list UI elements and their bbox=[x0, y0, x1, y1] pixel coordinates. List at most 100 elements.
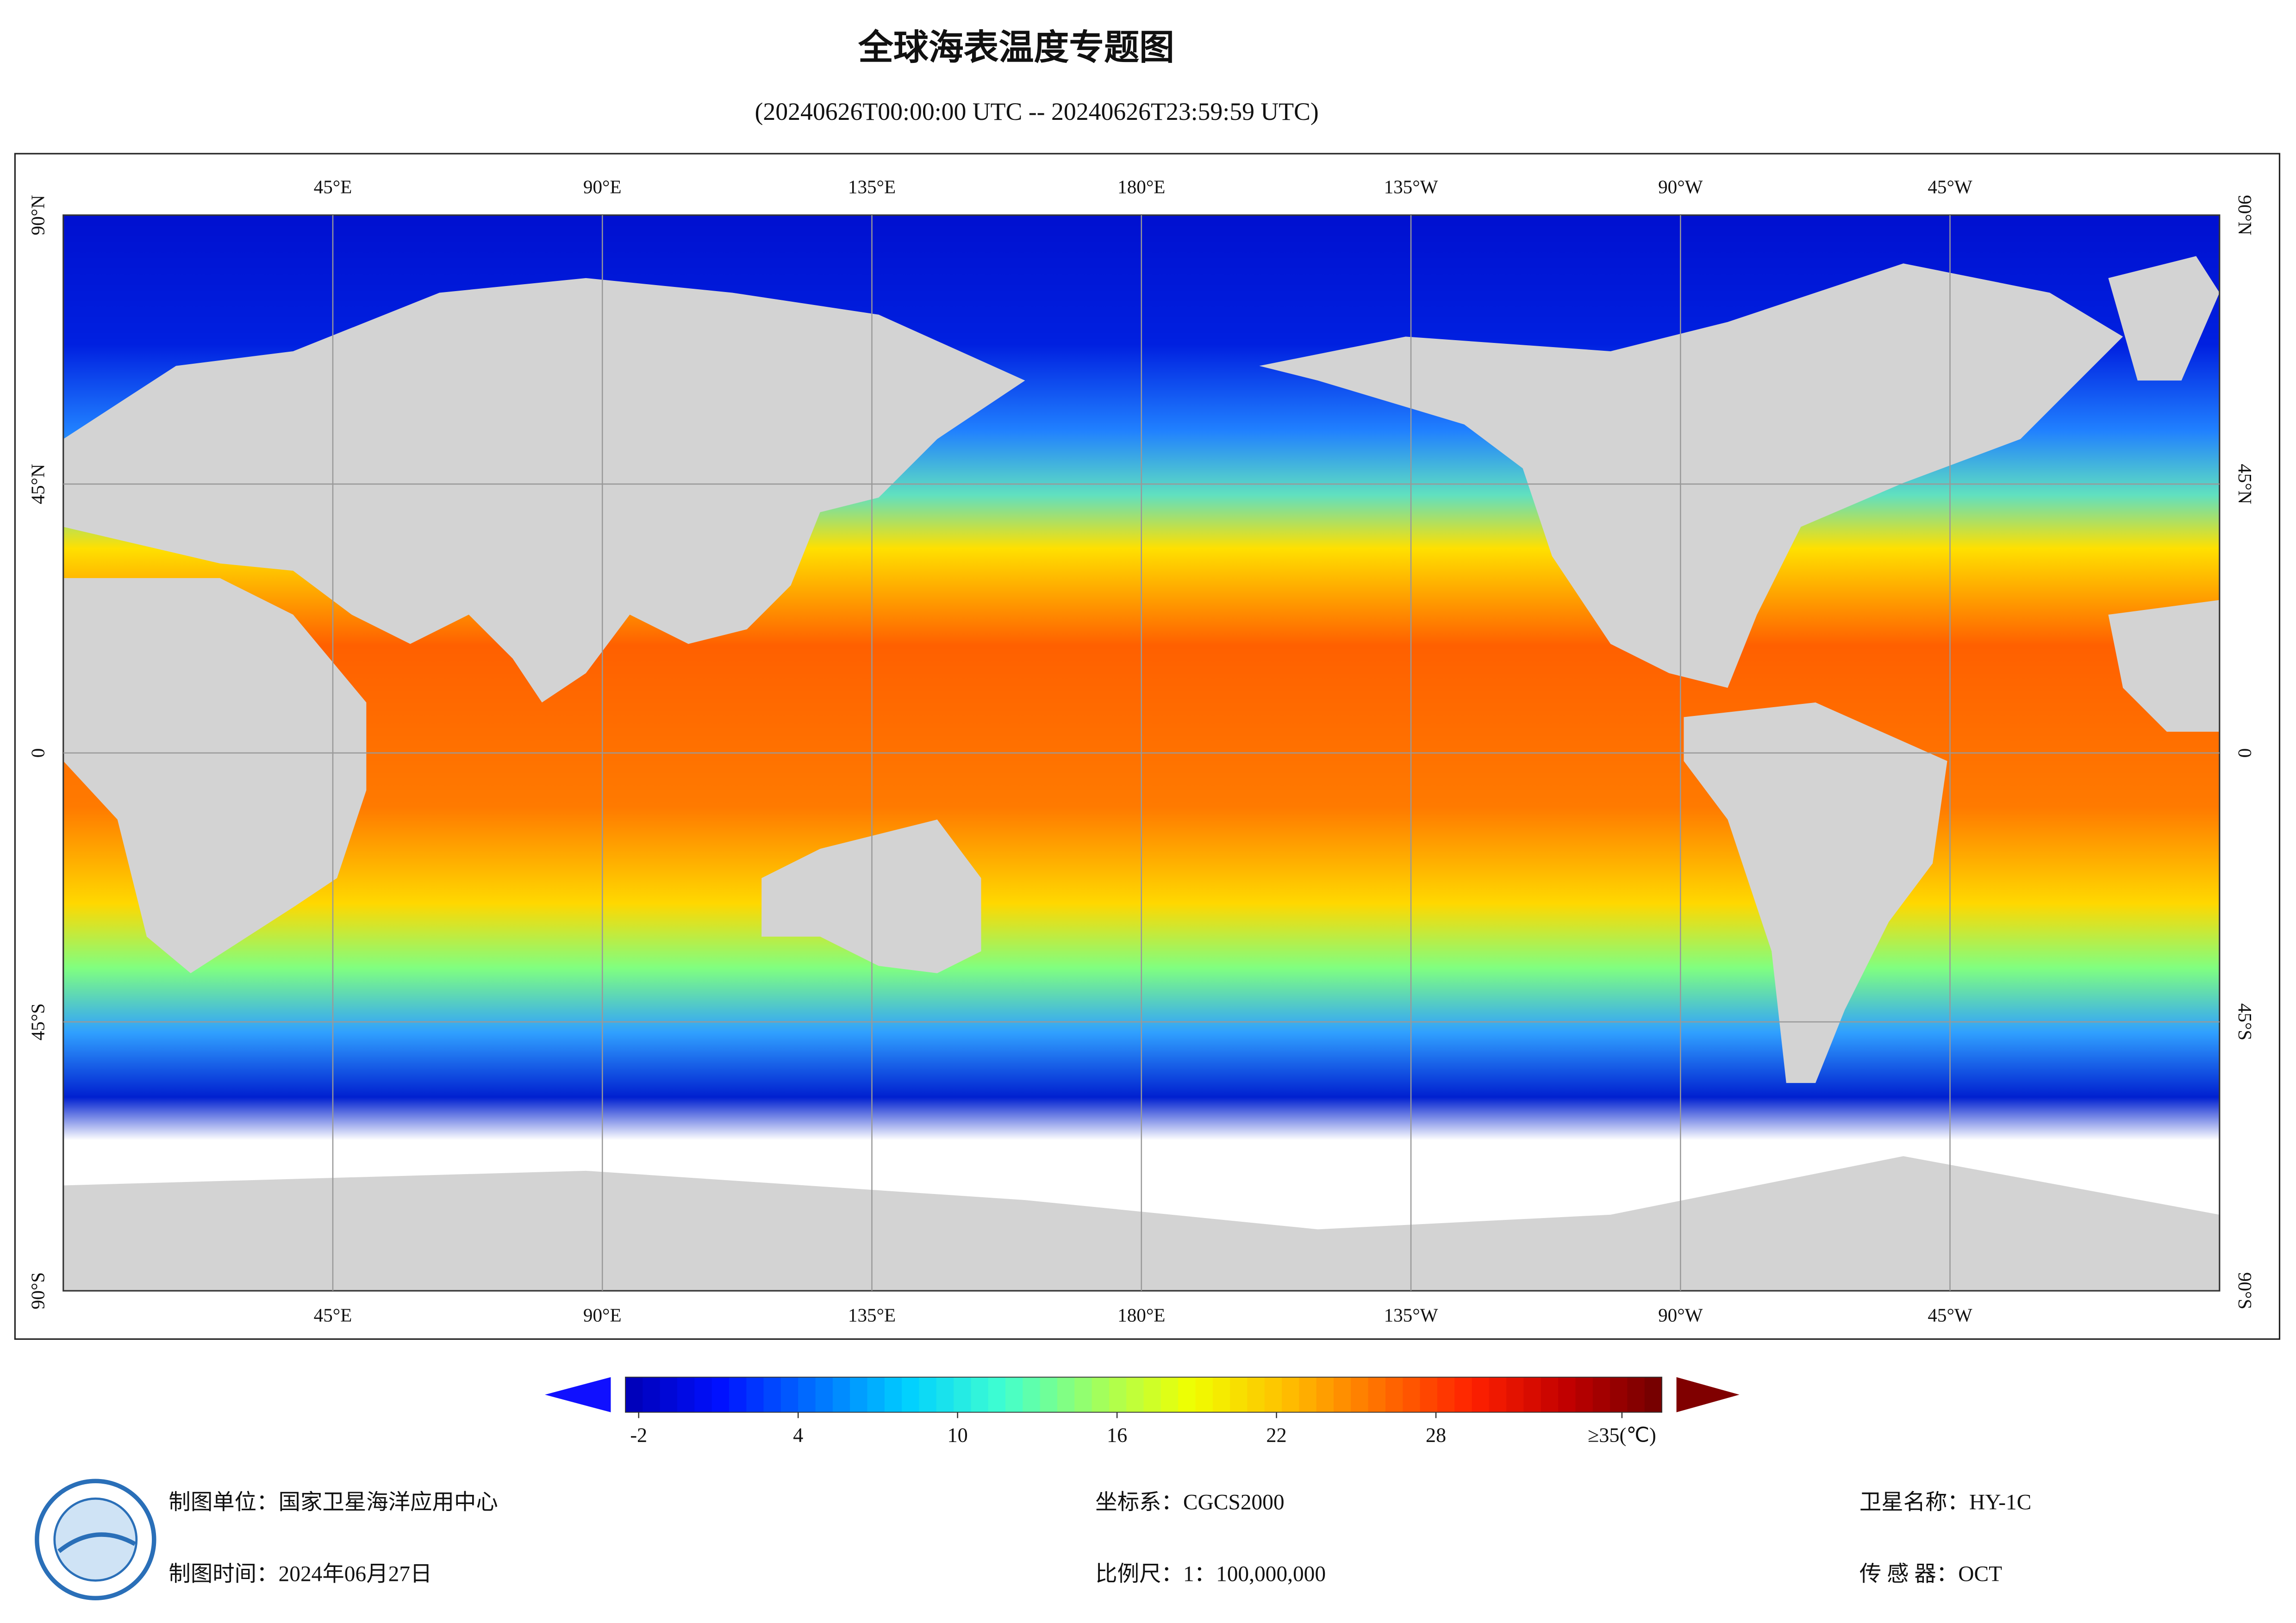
x-tick-label: 135°W bbox=[1384, 176, 1438, 197]
y-tick-label: 45°S bbox=[2234, 1003, 2256, 1040]
y-tick-label: 0 bbox=[2234, 748, 2256, 758]
footer-item: 比例尺：1：100,000,000 bbox=[1095, 1562, 1326, 1586]
y-tick-label: 0 bbox=[27, 748, 49, 758]
colorbar-segment bbox=[1023, 1377, 1041, 1412]
x-tick-label: 45°E bbox=[314, 1305, 352, 1326]
x-tick-label: 135°W bbox=[1384, 1305, 1438, 1326]
colorbar-tick-label: 4 bbox=[793, 1424, 803, 1447]
map-frame bbox=[14, 153, 2281, 1340]
colorbar-tick-label: 28 bbox=[1426, 1424, 1446, 1447]
colorbar-segment bbox=[1333, 1377, 1352, 1412]
colorbar-segment bbox=[1644, 1377, 1662, 1412]
y-tick-label: 90°S bbox=[27, 1272, 49, 1309]
colorbar-segment bbox=[815, 1377, 833, 1412]
colorbar-segment bbox=[936, 1377, 954, 1412]
colorbar-segment bbox=[1230, 1377, 1248, 1412]
x-tick-label: 90°E bbox=[583, 1305, 622, 1326]
colorbar-segment bbox=[832, 1377, 851, 1412]
colorbar-segment bbox=[1489, 1377, 1507, 1412]
footer-item: 制图时间：2024年06月27日 bbox=[168, 1562, 432, 1586]
colorbar-segment bbox=[1592, 1377, 1610, 1412]
x-tick-label: 180°E bbox=[1117, 176, 1165, 197]
colorbar-segment bbox=[1368, 1377, 1386, 1412]
colorbar-segment bbox=[1126, 1377, 1144, 1412]
logo bbox=[35, 1479, 156, 1600]
colorbar-segment bbox=[1420, 1377, 1438, 1412]
colorbar-segment bbox=[1109, 1377, 1127, 1412]
colorbar-segment bbox=[625, 1377, 643, 1412]
colorbar-tick-label: -2 bbox=[630, 1424, 647, 1447]
colorbar-tick-label: 16 bbox=[1107, 1424, 1127, 1447]
colorbar-segment bbox=[1558, 1377, 1576, 1412]
colorbar-segment bbox=[1437, 1377, 1455, 1412]
colorbar-segment bbox=[1299, 1377, 1317, 1412]
colorbar-segment bbox=[1264, 1377, 1282, 1412]
x-tick-label: 135°E bbox=[848, 176, 896, 197]
colorbar-segment bbox=[1385, 1377, 1404, 1412]
colorbar-segment bbox=[1057, 1377, 1075, 1412]
colorbar-segment bbox=[1074, 1377, 1092, 1412]
colorbar-border bbox=[625, 1376, 1662, 1413]
colorbar-segment bbox=[1523, 1377, 1541, 1412]
colorbar-segment bbox=[798, 1377, 816, 1412]
colorbar-segment bbox=[763, 1377, 781, 1412]
colorbar-segment bbox=[1040, 1377, 1058, 1412]
colorbar-segment bbox=[867, 1377, 885, 1412]
colorbar-over bbox=[1676, 1377, 1740, 1412]
colorbar-segment bbox=[677, 1377, 695, 1412]
colorbar-segment bbox=[988, 1377, 1006, 1412]
colorbar-segment bbox=[729, 1377, 747, 1412]
x-tick-label: 135°E bbox=[848, 1305, 896, 1326]
y-tick-label: 90°N bbox=[2234, 195, 2256, 235]
colorbar-segment bbox=[1092, 1377, 1110, 1412]
y-tick-label: 45°N bbox=[27, 464, 49, 504]
y-tick-label: 45°S bbox=[27, 1003, 49, 1040]
colorbar-tick-label: ≥35(℃) bbox=[1588, 1424, 1656, 1447]
colorbar-segment bbox=[954, 1377, 972, 1412]
colorbar-segment bbox=[1610, 1377, 1628, 1412]
title: 全球海表温度专题图 bbox=[858, 27, 1174, 68]
footer-item: 制图单位：国家卫星海洋应用中心 bbox=[168, 1491, 498, 1515]
colorbar-segment bbox=[1316, 1377, 1334, 1412]
colorbar-segment bbox=[1160, 1377, 1179, 1412]
colorbar-segment bbox=[1005, 1377, 1023, 1412]
colorbar-segment bbox=[884, 1377, 903, 1412]
colorbar-segment bbox=[1575, 1377, 1593, 1412]
y-tick-label: 90°S bbox=[2234, 1272, 2256, 1309]
colorbar-segment bbox=[660, 1377, 678, 1412]
footer-item: 坐标系：CGCS2000 bbox=[1095, 1491, 1284, 1515]
colorbar-segment bbox=[971, 1377, 989, 1412]
colorbar-segment bbox=[1454, 1377, 1472, 1412]
colorbar-segment bbox=[780, 1377, 799, 1412]
colorbar-under bbox=[545, 1377, 611, 1412]
colorbar-segment bbox=[1541, 1377, 1559, 1412]
colorbar-segment bbox=[1212, 1377, 1231, 1412]
colorbar-segment bbox=[1506, 1377, 1524, 1412]
colorbar-segment bbox=[1351, 1377, 1369, 1412]
footer-item: 传 感 器：OCT bbox=[1859, 1562, 2002, 1586]
colorbar-segment bbox=[1143, 1377, 1161, 1412]
colorbar-tick-label: 10 bbox=[948, 1424, 968, 1447]
colorbar-segment bbox=[643, 1377, 661, 1412]
colorbar-segment bbox=[1472, 1377, 1490, 1412]
x-tick-label: 90°W bbox=[1658, 1305, 1703, 1326]
subtitle: (20240626T00:00:00 UTC -- 20240626T23:59… bbox=[755, 98, 1319, 125]
colorbar-segment bbox=[919, 1377, 937, 1412]
colorbar-tick-label: 22 bbox=[1266, 1424, 1286, 1447]
colorbar-segment bbox=[1282, 1377, 1300, 1412]
x-tick-label: 180°E bbox=[1117, 1305, 1165, 1326]
colorbar-segment bbox=[1403, 1377, 1421, 1412]
colorbar-segment bbox=[711, 1377, 730, 1412]
colorbar-segment bbox=[850, 1377, 868, 1412]
colorbar-segment bbox=[1178, 1377, 1196, 1412]
colorbar-segment bbox=[746, 1377, 764, 1412]
x-tick-label: 90°E bbox=[583, 176, 622, 197]
colorbar-segment bbox=[902, 1377, 920, 1412]
colorbar-segment bbox=[1247, 1377, 1265, 1412]
x-tick-label: 45°W bbox=[1928, 176, 1972, 197]
colorbar-segment bbox=[1195, 1377, 1213, 1412]
footer-item: 卫星名称：HY-1C bbox=[1859, 1491, 2031, 1515]
x-tick-label: 45°E bbox=[314, 176, 352, 197]
x-tick-label: 45°W bbox=[1928, 1305, 1972, 1326]
